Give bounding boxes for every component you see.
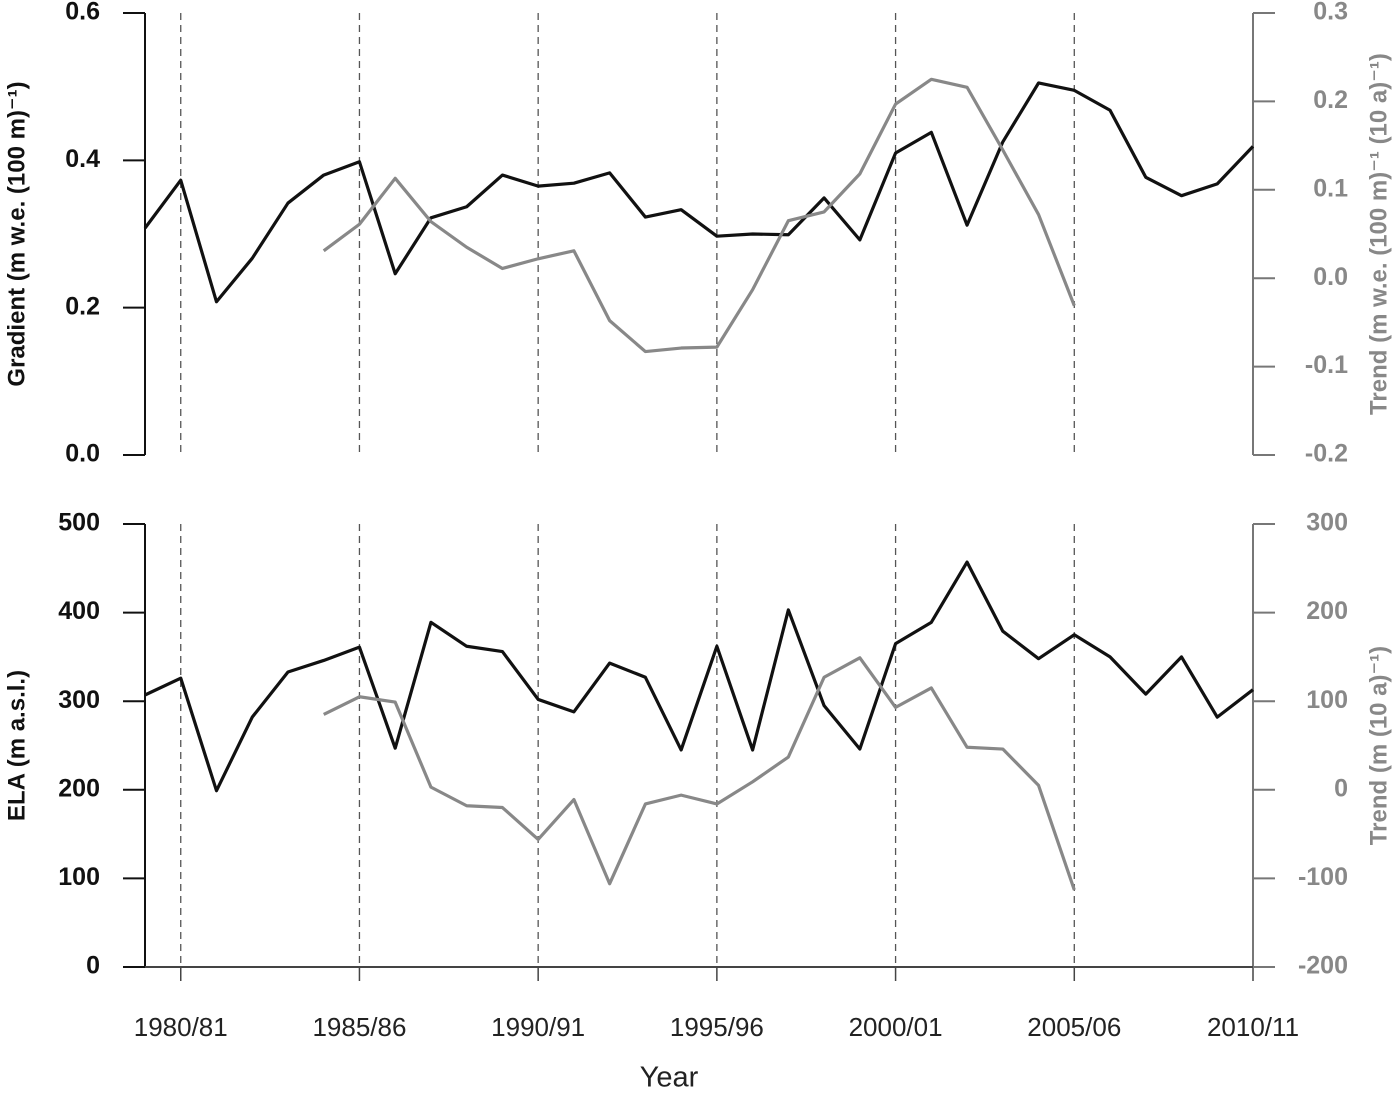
y-tick-label: 500 [58, 509, 100, 537]
y-tick-label: 400 [58, 597, 100, 625]
y-tick-label: 0.4 [65, 145, 100, 173]
y2-tick-label: -200 [1298, 952, 1348, 980]
y2-tick-label: 0.2 [1313, 86, 1348, 114]
y-tick-label: 200 [58, 774, 100, 802]
y-tick-label: 300 [58, 686, 100, 714]
y2-tick-label: -0.1 [1305, 351, 1348, 379]
x-tick-label: 2000/01 [849, 1012, 943, 1042]
y2-tick-label: 0.1 [1313, 174, 1348, 202]
x-tick-label: 2005/06 [1027, 1012, 1121, 1042]
y2-tick-label: 200 [1306, 597, 1348, 625]
y2-tick-label: -100 [1298, 863, 1348, 891]
x-tick-label: 1980/81 [134, 1012, 228, 1042]
y-axis-title: Gradient (m w.e. (100 m)⁻¹) [3, 81, 30, 386]
data-line [322, 656, 1076, 891]
y2-tick-label: 0 [1334, 774, 1348, 802]
x-tick-label: 1995/96 [670, 1012, 764, 1042]
y-axis-title: ELA (m a.s.l.) [3, 670, 30, 821]
x-axis-title: Year [640, 1062, 699, 1093]
y2-tick-label: 300 [1306, 509, 1348, 537]
y2-tick-label: 0.0 [1313, 263, 1348, 291]
y-tick-label: 100 [58, 863, 100, 891]
y2-tick-label: 100 [1306, 686, 1348, 714]
x-tick-label: 2010/11 [1207, 1012, 1299, 1042]
data-line [322, 77, 1076, 354]
x-tick-label: 1990/91 [491, 1012, 585, 1042]
y2-tick-label: -0.2 [1305, 440, 1348, 468]
y-tick-label: 0.6 [65, 0, 100, 26]
y2-axis-title: Trend (m (10 a)⁻¹) [1365, 646, 1392, 845]
y-tick-label: 0.2 [65, 292, 100, 320]
x-tick-label: 1985/86 [312, 1012, 406, 1042]
data-line [144, 560, 1254, 793]
y-tick-label: 0.0 [65, 440, 100, 468]
y2-axis-title: Trend (m w.e. (100 m)⁻¹ (10 a)⁻¹) [1365, 53, 1392, 415]
data-line [143, 81, 1255, 304]
y-tick-label: 0 [86, 952, 100, 980]
y2-tick-label: 0.3 [1313, 0, 1348, 26]
